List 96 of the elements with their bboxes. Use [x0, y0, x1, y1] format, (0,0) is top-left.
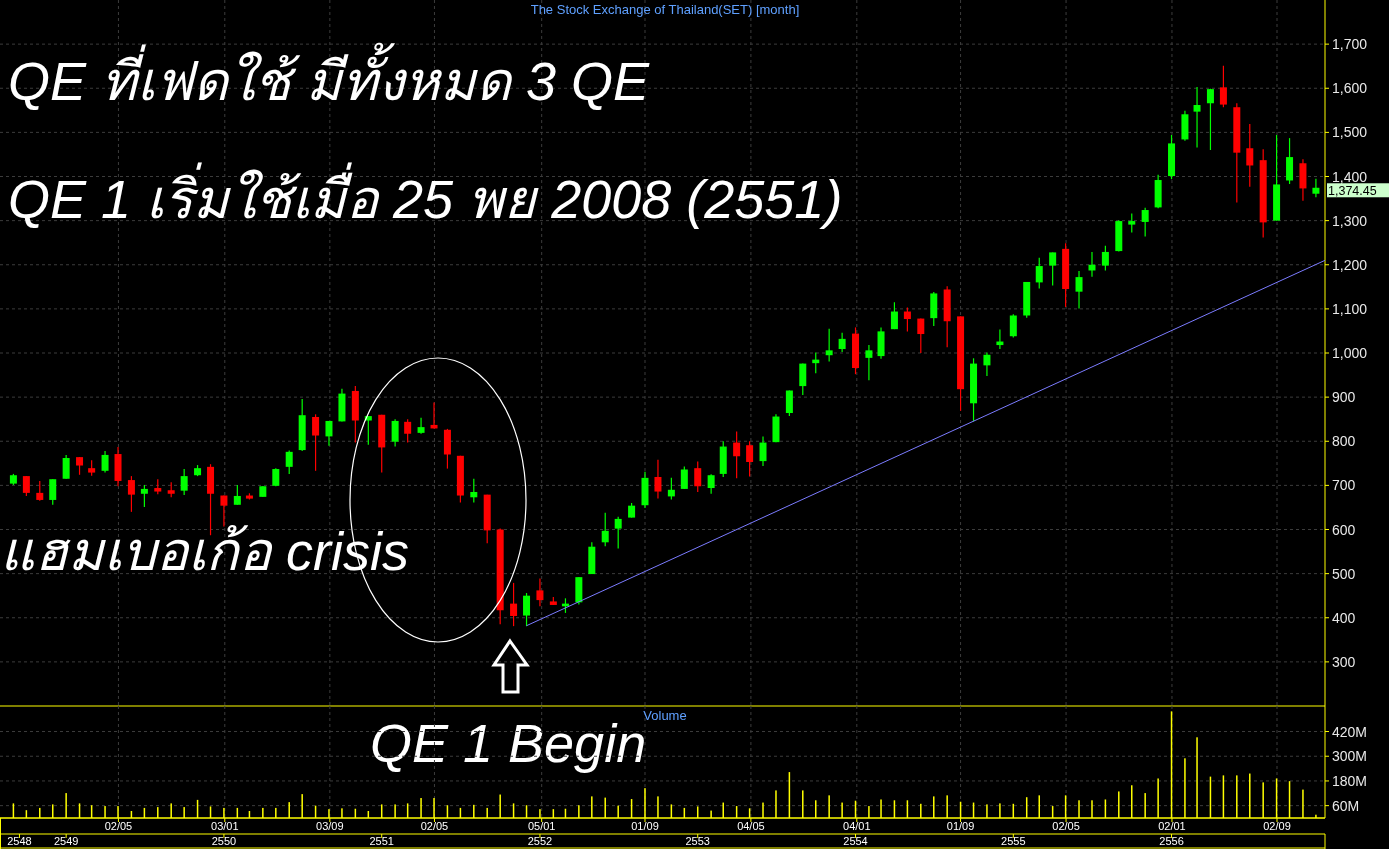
candlestick	[917, 317, 925, 354]
candlestick	[865, 344, 873, 381]
y-tick-label: 1,500	[1332, 124, 1368, 141]
candlestick	[1141, 207, 1149, 238]
y-tick-label: 1,400	[1332, 168, 1368, 185]
x2-tick-label: 2553	[685, 835, 710, 847]
y-tick-label: 1,100	[1332, 300, 1368, 317]
y-tick-label: 700	[1332, 477, 1356, 494]
y-tick-label: 60M	[1332, 797, 1360, 814]
candlestick	[1193, 86, 1201, 148]
x-tick-label: 03/01	[211, 820, 239, 832]
y-tick-label: 420M	[1332, 723, 1368, 740]
candlestick	[101, 450, 109, 474]
candlestick	[614, 516, 622, 550]
candlestick	[285, 449, 293, 475]
candlestick	[890, 301, 898, 330]
candlestick	[680, 465, 688, 490]
y-tick-label: 1,700	[1332, 36, 1368, 53]
candlestick	[1312, 178, 1320, 198]
x-tick-label: 02/09	[1263, 820, 1291, 832]
candlestick	[759, 435, 767, 467]
candlestick	[325, 420, 333, 447]
x-tick-label: 02/05	[104, 820, 133, 832]
x2-tick-label: 2548	[7, 835, 32, 847]
candlestick	[523, 592, 531, 627]
candlestick	[667, 477, 675, 501]
y-tick-label: 400	[1332, 609, 1356, 626]
x-tick-label: 01/09	[946, 820, 975, 832]
x-tick-label: 03/09	[316, 820, 344, 832]
y-tick-label: 300	[1332, 653, 1356, 670]
text: 1,374.45	[1328, 183, 1377, 198]
candlestick	[746, 440, 754, 478]
candlestick	[1206, 88, 1214, 151]
candlestick	[707, 473, 715, 495]
annotation: QE ที่เฟดใช้ มีทั้งหมด 3 QE	[8, 42, 651, 111]
x-tick-label: 02/01	[1158, 820, 1186, 832]
annotation: QE 1 เริ่มใช้เมื่อ 25 พย 2008 (2551)	[8, 162, 843, 229]
candlestick	[903, 306, 911, 332]
candlestick	[1049, 251, 1057, 287]
x2-tick-label: 2555	[1001, 835, 1026, 847]
x-tick-label: 01/09	[631, 820, 659, 832]
candlestick	[1035, 257, 1043, 290]
y-tick-label: 900	[1332, 389, 1356, 406]
x2-tick-label: 2550	[211, 835, 237, 847]
candlestick	[733, 430, 741, 479]
x2-tick-label: 2556	[1159, 835, 1184, 847]
candlestick	[1286, 137, 1294, 185]
y-tick-label: 800	[1332, 433, 1356, 450]
candlestick	[1219, 65, 1227, 108]
y-tick-label: 600	[1332, 521, 1356, 538]
x2-tick-label: 2551	[369, 835, 394, 847]
y-tick-label: 1,200	[1332, 256, 1368, 273]
candlestick	[536, 577, 544, 607]
candlestick	[417, 417, 425, 435]
x2-tick-label: 2552	[527, 835, 553, 847]
candlestick	[1101, 245, 1109, 272]
candlestick	[470, 478, 478, 504]
candlestick	[1075, 270, 1083, 310]
candlestick	[799, 362, 807, 396]
x-tick-label: 04/01	[843, 820, 871, 832]
y-tick-label: 1,000	[1332, 345, 1368, 361]
y-tick-label: 180M	[1332, 772, 1368, 789]
candlestick	[1009, 313, 1017, 339]
chart-title: The Stock Exchange of Thailand(SET) [month]	[530, 2, 800, 17]
candlestick	[404, 418, 412, 444]
x-tick-label: 05/01	[527, 820, 556, 832]
y-tick-label: 300M	[1332, 748, 1368, 765]
candlestick	[785, 389, 793, 417]
candlestick	[983, 351, 991, 377]
candlestick	[838, 332, 846, 353]
x-tick-label: 02/05	[1052, 820, 1080, 832]
candlestick	[312, 413, 320, 472]
candlestick	[180, 468, 188, 496]
candlestick	[49, 478, 57, 506]
candlestick	[127, 475, 135, 513]
x2-tick-label: 2554	[843, 835, 868, 847]
candlestick	[601, 512, 609, 547]
x2-tick-label: 2549	[53, 835, 79, 847]
candlestick	[654, 459, 662, 500]
y-tick-label: 500	[1332, 565, 1356, 582]
candlestick	[36, 480, 44, 502]
candlestick	[510, 582, 518, 627]
y-tick-label: 1,300	[1332, 212, 1368, 229]
candlestick	[62, 454, 70, 480]
candlestick	[233, 484, 241, 506]
x-tick-label: 04/05	[737, 820, 765, 832]
candlestick	[364, 415, 372, 446]
candlestick	[1128, 212, 1136, 234]
candlestick	[694, 460, 702, 493]
candlestick	[825, 328, 833, 362]
y-tick-label: 1,600	[1332, 80, 1368, 97]
candlestick	[1246, 123, 1254, 188]
candlestick	[391, 418, 399, 448]
candlestick	[22, 475, 30, 497]
x-tick-label: 02/05	[420, 820, 449, 832]
candlestick	[140, 484, 148, 508]
